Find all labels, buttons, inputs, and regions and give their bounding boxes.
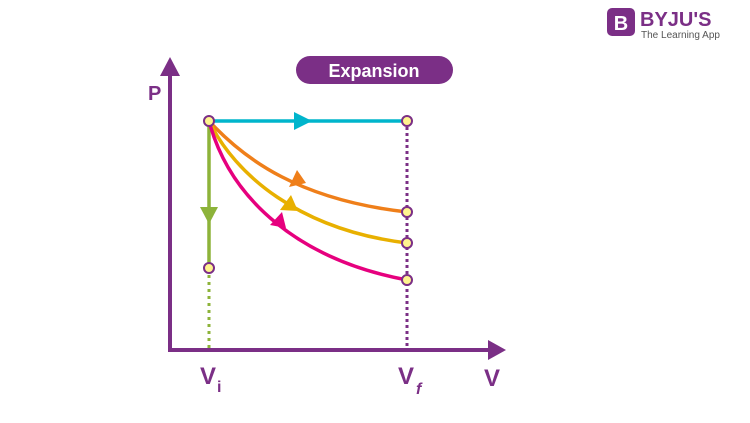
initial-state-point [203, 115, 215, 127]
vi-subscript: i [217, 379, 221, 396]
curve-orange-arrow-icon [289, 170, 306, 187]
title-pill [296, 56, 453, 84]
yellow-end-point [401, 237, 413, 249]
y-axis-label: P [148, 83, 161, 105]
svg-text:B: B [614, 13, 628, 35]
vi-label: V [200, 363, 216, 390]
curve-magenta [207, 120, 408, 282]
vf-subscript: f [416, 381, 423, 398]
x-axis-arrow-icon [488, 340, 506, 360]
vf-label: V [398, 363, 414, 390]
curve-magenta-arrow-icon [270, 212, 286, 228]
isochoric-end-point [203, 262, 215, 274]
orange-end-point [401, 206, 413, 218]
y-axis-arrow-icon [160, 57, 180, 76]
magenta-end-point [401, 274, 413, 286]
curve-yellow-arrow-icon [280, 195, 298, 211]
isochoric-arrow-icon [200, 207, 218, 224]
title: Expansion [328, 61, 419, 81]
x-axis-label: V [484, 365, 500, 392]
logo-tagline: The Learning App [641, 30, 720, 41]
isobaric-arrow-icon [294, 112, 312, 130]
isobaric-end-point [401, 115, 413, 127]
byjus-logo: B BYJU'S The Learning App [607, 8, 720, 41]
curve-orange [207, 119, 408, 214]
logo-brand: BYJU'S [640, 9, 711, 31]
curve-yellow [207, 120, 408, 245]
